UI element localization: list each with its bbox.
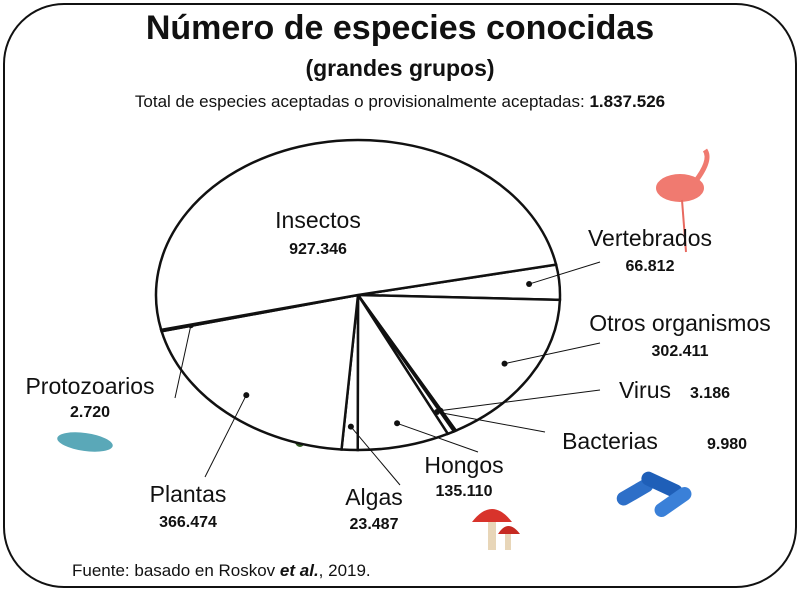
slice-label: Hongos xyxy=(424,452,503,478)
slice-value: 3.186 xyxy=(690,385,730,402)
leader-line xyxy=(204,394,247,478)
slice-value: 302.411 xyxy=(652,343,709,360)
total-line: Total de especies aceptadas o provisiona… xyxy=(135,92,665,111)
source-text: , 2019. xyxy=(319,561,371,580)
total-value: 1.837.526 xyxy=(589,92,665,111)
source-text: Fuente: basado en Roskov xyxy=(72,561,280,580)
slice-label: Plantas xyxy=(150,481,227,507)
slice-value: 23.487 xyxy=(350,516,399,533)
leader-dot xyxy=(501,360,508,367)
pie-slice xyxy=(154,138,558,332)
leader-line xyxy=(350,426,401,486)
slice-label: Vertebrados xyxy=(588,225,712,251)
protozoa-icon xyxy=(57,432,113,452)
leader-dot xyxy=(394,420,401,427)
slice-label: Insectos xyxy=(275,207,361,233)
flamingo-icon xyxy=(656,148,710,253)
slice-value: 2.720 xyxy=(70,404,110,421)
leader-dot xyxy=(243,392,250,399)
slice-label: Virus xyxy=(619,377,671,403)
mushroom-icon xyxy=(472,509,520,550)
pie-slice xyxy=(159,293,360,451)
pie-slice xyxy=(355,293,562,433)
leader-line xyxy=(440,389,601,412)
slice-value: 9.980 xyxy=(707,436,747,453)
bacteria-icon xyxy=(616,471,692,518)
leader-dot xyxy=(526,281,533,288)
leader-line xyxy=(396,422,479,453)
slice-label: Otros organismos xyxy=(589,310,771,336)
slice-value: 135.110 xyxy=(436,483,493,500)
slice-value: 927.346 xyxy=(289,241,347,258)
slice-value: 366.474 xyxy=(159,514,217,531)
leader-line xyxy=(436,411,546,433)
slice-label: Algas xyxy=(345,484,403,510)
slice-label: Protozoarios xyxy=(25,373,154,399)
slice-label: Bacterias xyxy=(562,428,658,454)
leader-line xyxy=(174,325,192,399)
total-text: Total de especies aceptadas o provisiona… xyxy=(135,92,590,111)
leader-line xyxy=(504,342,601,365)
slice-value: 66.812 xyxy=(626,258,675,275)
source: Fuente: basado en Roskov et al., 2019. xyxy=(72,561,371,580)
leader-line xyxy=(528,261,601,285)
source-italic: et al. xyxy=(280,561,319,580)
chart-title: Número de especies conocidas xyxy=(146,9,654,47)
leader-dot xyxy=(347,423,354,430)
chart-subtitle: (grandes grupos) xyxy=(305,55,494,81)
